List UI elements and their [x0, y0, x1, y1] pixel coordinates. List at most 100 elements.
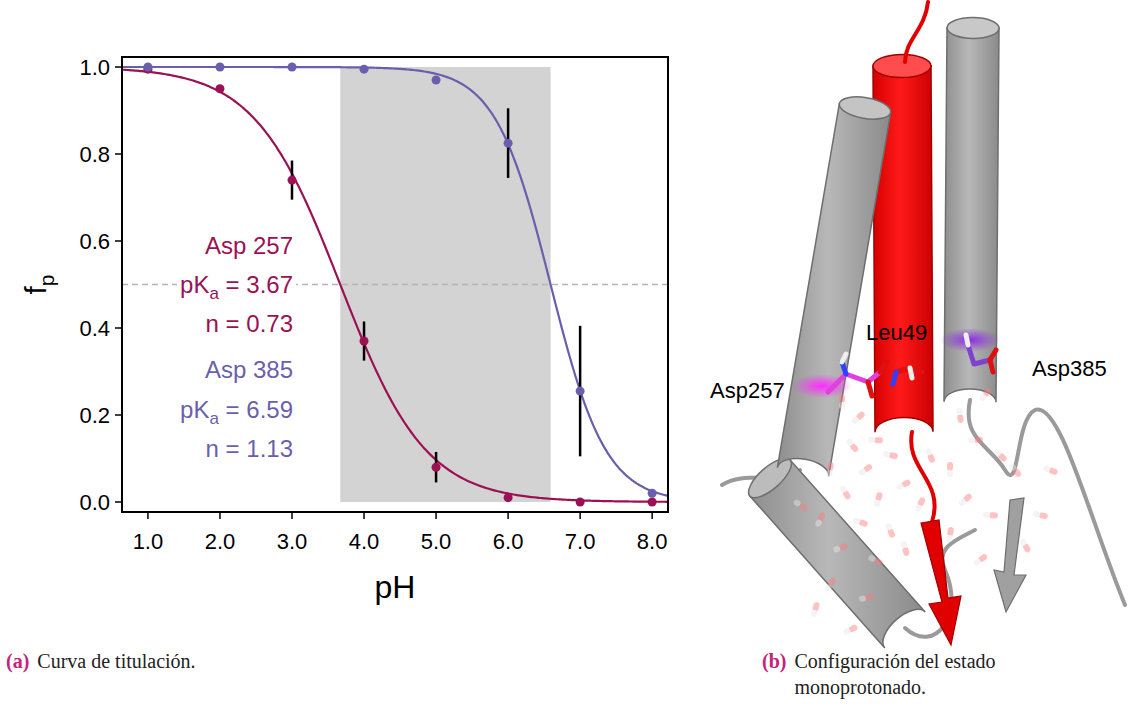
water	[978, 387, 992, 402]
residue-stick	[880, 362, 887, 372]
x-axis-title: pH	[375, 569, 416, 605]
water	[842, 624, 858, 636]
water	[983, 511, 998, 518]
figure: 1.02.03.04.05.06.07.08.00.00.20.40.60.81…	[0, 0, 1140, 707]
y-tick	[115, 501, 122, 503]
water-o	[974, 437, 983, 443]
caption-line: Configuración del estado	[794, 650, 995, 673]
water-h	[883, 451, 891, 458]
data-point	[287, 176, 296, 185]
data-point	[432, 463, 441, 472]
water-h	[824, 583, 833, 592]
y-axis-title: fp	[19, 274, 58, 294]
pka-symbol: pK	[180, 271, 209, 298]
y-tick-label: 0.6	[79, 229, 110, 254]
water	[925, 447, 936, 463]
x-tick	[651, 512, 653, 519]
water	[867, 554, 883, 566]
pka-value: 6.59	[246, 396, 293, 423]
loop	[905, 2, 928, 62]
water-h	[925, 447, 933, 456]
water	[1008, 463, 1022, 479]
water	[845, 438, 859, 453]
residue-stick	[910, 368, 912, 378]
water	[859, 594, 875, 603]
water-h	[1019, 537, 1028, 546]
x-tick	[291, 512, 293, 519]
water-o	[989, 512, 998, 519]
pka-label: pKa = 3.67	[180, 271, 293, 303]
x-tick-label: 6.0	[493, 529, 524, 554]
helix-cap	[873, 54, 931, 78]
y-tick	[115, 414, 122, 416]
water	[851, 410, 866, 425]
y-tick-label: 1.0	[79, 55, 110, 80]
n-symbol: n	[206, 435, 219, 462]
water-h	[968, 437, 975, 443]
helix-body	[777, 104, 890, 477]
x-tick	[507, 512, 509, 519]
x-tick	[579, 512, 581, 519]
y-tick	[115, 240, 122, 242]
equals: =	[219, 435, 246, 462]
pka-value: 3.67	[246, 271, 293, 298]
water-h	[858, 468, 867, 477]
data-point	[576, 497, 585, 506]
equals: =	[219, 396, 246, 423]
x-tick-label: 1.0	[133, 529, 164, 554]
caption-line: monoprotonado.	[794, 676, 926, 699]
caption-b: (b) Configuración del estado monoprotonado…	[762, 650, 996, 699]
residue-stick	[893, 372, 896, 384]
water-h	[983, 511, 990, 518]
x-tick-label: 4.0	[349, 529, 380, 554]
x-tick-label: 5.0	[421, 529, 452, 554]
water	[852, 517, 868, 528]
water	[868, 437, 883, 444]
fit-curve	[122, 70, 668, 502]
x-tick	[219, 512, 221, 519]
x-tick	[435, 512, 437, 519]
y-tick	[115, 66, 122, 68]
strand	[994, 498, 1026, 612]
label-patch	[203, 309, 296, 338]
water-o	[947, 527, 954, 537]
water-h	[793, 498, 802, 507]
water-h	[958, 498, 967, 507]
equals: =	[219, 271, 246, 298]
water	[947, 462, 953, 477]
water-h	[867, 554, 876, 563]
water	[900, 540, 910, 556]
data-point	[215, 63, 224, 72]
panel-letter: (b)	[762, 650, 786, 673]
pka-symbol: pK	[180, 396, 209, 423]
water	[1033, 511, 1049, 520]
helix-cap	[947, 17, 999, 38]
water-h	[978, 393, 987, 402]
water	[914, 496, 926, 512]
water	[873, 491, 883, 507]
water-h	[826, 470, 833, 478]
water-h	[842, 627, 851, 635]
water-o	[839, 394, 845, 403]
n-symbol: n	[206, 310, 219, 337]
water	[956, 408, 964, 424]
fit-curve	[122, 67, 668, 496]
water-h	[852, 517, 861, 525]
water-o	[888, 452, 898, 460]
data-point	[576, 387, 585, 396]
water-h	[956, 408, 963, 416]
water	[973, 553, 989, 566]
water-h	[873, 499, 881, 507]
panel-letter: (a)	[6, 650, 29, 673]
water-h	[885, 522, 893, 531]
water-o	[947, 462, 953, 471]
caption-a: (a)Curva de titulación.	[6, 650, 196, 673]
water	[946, 527, 954, 543]
label-patch	[177, 395, 296, 429]
y-tick	[115, 327, 122, 329]
n-label: n = 1.13	[206, 435, 293, 462]
y-tick	[115, 153, 122, 155]
water-h	[946, 535, 953, 543]
water	[958, 492, 973, 506]
water	[839, 484, 852, 500]
